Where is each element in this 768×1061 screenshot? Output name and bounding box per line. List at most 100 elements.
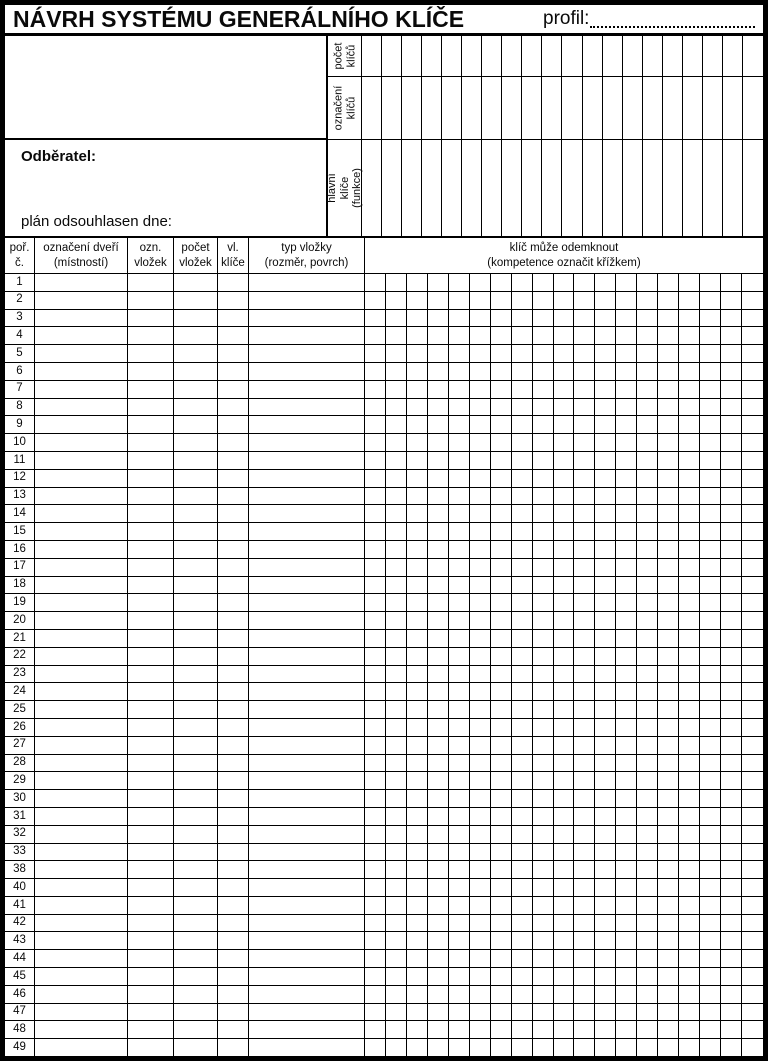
competence-cell	[574, 487, 596, 505]
empty-cell	[35, 629, 128, 647]
competence-cell	[491, 807, 512, 825]
competence-cell	[407, 380, 428, 398]
competence-cell	[616, 879, 638, 896]
competence-cell	[700, 701, 722, 718]
competence-cell	[595, 683, 617, 701]
competence-cell	[595, 274, 617, 291]
table-row: 7	[5, 380, 763, 399]
competence-cell	[365, 398, 386, 416]
table-row: 10	[5, 434, 763, 452]
table-row: 19	[5, 594, 763, 613]
table-row: 24	[5, 683, 763, 702]
competence-cell	[679, 807, 701, 825]
competence-cell	[721, 701, 743, 718]
competence-grid	[365, 434, 763, 451]
competence-cell	[554, 434, 575, 451]
competence-cell	[386, 274, 407, 291]
empty-cell	[174, 825, 218, 843]
competence-cell	[470, 790, 491, 807]
competence-cell	[533, 1039, 554, 1057]
competence-cell	[574, 825, 596, 843]
competence-cell	[407, 398, 428, 416]
competence-cell	[428, 861, 449, 879]
competence-cell	[554, 612, 575, 629]
competence-cell	[365, 1039, 386, 1057]
competence-cell	[679, 647, 701, 665]
competence-cell	[491, 487, 512, 505]
row-number: 15	[5, 523, 35, 540]
competence-cell	[407, 968, 428, 985]
empty-cell	[249, 843, 365, 861]
competence-cell	[428, 380, 449, 398]
competence-cell	[533, 932, 554, 950]
competence-cell	[365, 843, 386, 861]
competence-cell	[407, 736, 428, 754]
empty-cell	[249, 505, 365, 523]
competence-cell	[574, 523, 596, 540]
competence-cell	[428, 540, 449, 558]
competence-cell	[365, 362, 386, 380]
empty-cell	[249, 825, 365, 843]
key-grid-cell	[663, 36, 683, 76]
competence-cell	[700, 274, 722, 291]
competence-cell	[491, 523, 512, 540]
competence-cell	[470, 434, 491, 451]
competence-cell	[407, 612, 428, 629]
competence-cell	[616, 523, 638, 540]
competence-cell	[428, 558, 449, 576]
competence-cell	[700, 434, 722, 451]
competence-cell	[365, 683, 386, 701]
competence-cell	[742, 719, 763, 736]
empty-cell	[174, 469, 218, 487]
competence-cell	[554, 914, 575, 932]
competence-cell	[637, 683, 659, 701]
competence-cell	[428, 683, 449, 701]
competence-cell	[679, 683, 701, 701]
empty-cell	[218, 309, 249, 327]
table-row: 16	[5, 540, 763, 559]
competence-cell	[512, 807, 533, 825]
competence-cell	[470, 736, 491, 754]
competence-cell	[637, 665, 659, 683]
empty-cell	[174, 434, 218, 451]
competence-cell	[637, 790, 659, 807]
competence-cell	[637, 896, 659, 914]
key-grid-cell	[382, 140, 403, 236]
competence-cell	[407, 861, 428, 879]
competence-cell	[386, 932, 407, 950]
empty-cell	[35, 416, 128, 434]
competence-cell	[386, 629, 407, 647]
competence-cell	[574, 683, 596, 701]
competence-cell	[533, 558, 554, 576]
empty-cell	[174, 523, 218, 540]
competence-cell	[449, 487, 470, 505]
competence-cell	[491, 434, 512, 451]
competence-cell	[679, 825, 701, 843]
competence-cell	[616, 612, 638, 629]
competence-cell	[365, 807, 386, 825]
empty-cell	[174, 629, 218, 647]
table-row: 14	[5, 505, 763, 524]
empty-cell	[218, 807, 249, 825]
competence-cell	[679, 451, 701, 469]
competence-cell	[554, 985, 575, 1003]
empty-cell	[35, 469, 128, 487]
empty-cell	[35, 1039, 128, 1057]
key-grid-cell	[562, 77, 583, 139]
key-grid-cell	[382, 77, 403, 139]
empty-cell	[174, 647, 218, 665]
key-grid-cell	[583, 77, 603, 139]
row-number: 27	[5, 736, 35, 754]
competence-cell	[512, 345, 533, 362]
empty-cell	[218, 790, 249, 807]
competence-cell	[512, 540, 533, 558]
competence-cell	[428, 772, 449, 790]
competence-cell	[742, 666, 763, 683]
competence-cell	[616, 1021, 638, 1039]
competence-cell	[616, 736, 638, 754]
competence-cell	[742, 594, 763, 611]
key-grid-cell	[442, 140, 463, 236]
competence-cell	[365, 523, 386, 540]
row-number: 2	[5, 291, 35, 309]
competence-cell	[742, 416, 763, 433]
